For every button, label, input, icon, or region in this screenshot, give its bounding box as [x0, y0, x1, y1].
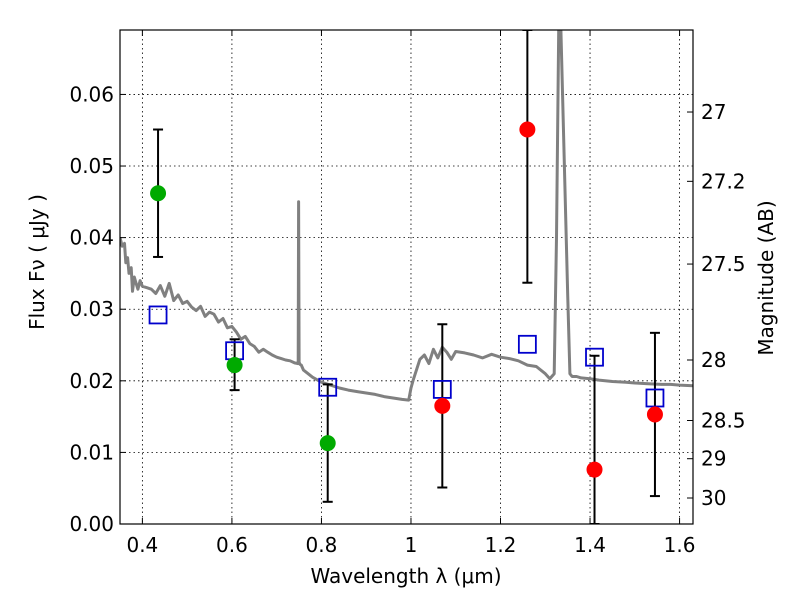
- x-tick-label: 1.2: [485, 533, 517, 557]
- errorbars: [153, 30, 660, 524]
- y-tick-label: 0.05: [69, 154, 114, 178]
- right-tick-label: 30: [701, 486, 726, 510]
- observed-photometry: [150, 121, 663, 478]
- red-data-point: [519, 121, 536, 138]
- red-data-point: [434, 397, 451, 414]
- y-tick-label: 0.03: [69, 297, 114, 321]
- green-data-point: [319, 435, 336, 452]
- x-tick-label: 1.6: [664, 533, 696, 557]
- model-spectrum-line: [120, 30, 693, 402]
- right-tick-label: 28.5: [701, 409, 746, 433]
- y-tick-label: 0.02: [69, 369, 114, 393]
- x-tick-label: 0.4: [126, 533, 158, 557]
- x-tick-label: 1.4: [574, 533, 606, 557]
- x-axis-label: Wavelength λ (μm): [310, 564, 501, 588]
- grid: [120, 30, 693, 525]
- green-data-point: [150, 185, 167, 202]
- model-photometry: [148, 305, 665, 408]
- right-tick-label: 27.2: [701, 169, 746, 193]
- model-square: [517, 334, 537, 354]
- red-data-point: [586, 461, 603, 478]
- x-tick-label: 0.6: [216, 533, 248, 557]
- y-tick-label: 0.00: [69, 512, 114, 536]
- right-tick-label: 27: [701, 100, 726, 124]
- y-axis-label-right: Magnitude (AB): [754, 200, 778, 355]
- right-tick-label: 29: [701, 447, 726, 471]
- right-tick-label: 28: [701, 348, 726, 372]
- x-tick-label: 1: [405, 533, 418, 557]
- green-data-point: [226, 357, 243, 374]
- model-spectrum: [120, 30, 693, 402]
- right-tick-label: 27.5: [701, 252, 746, 276]
- y-axis-label-left: Flux Fν ( μJy ): [25, 194, 49, 330]
- model-square: [318, 377, 338, 397]
- x-tick-label: 0.8: [306, 533, 338, 557]
- y-axis-left: 0.00 0.01 0.02 0.03 0.04 0.05 0.06: [69, 82, 126, 536]
- y-tick-label: 0.01: [69, 440, 114, 464]
- model-square: [585, 347, 604, 367]
- y-tick-label: 0.06: [69, 82, 114, 106]
- y-axis-right: 27 27.2 27.5 28 28.5 29 30: [687, 100, 746, 510]
- x-axis: 0.4 0.6 0.8 1 1.2 1.4 1.6: [126, 30, 695, 557]
- y-tick-label: 0.04: [69, 226, 114, 250]
- plot-frame: [119, 29, 694, 525]
- model-square: [148, 305, 168, 325]
- red-data-point: [646, 406, 663, 423]
